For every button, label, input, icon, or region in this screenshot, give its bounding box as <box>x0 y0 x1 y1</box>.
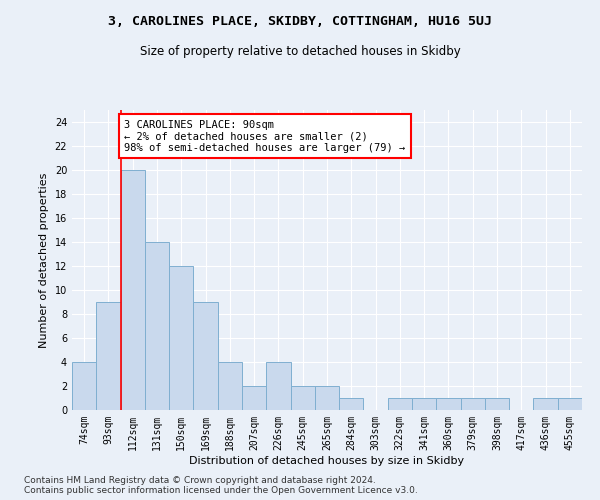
Bar <box>121 170 145 410</box>
Bar <box>266 362 290 410</box>
Bar <box>218 362 242 410</box>
Bar <box>558 398 582 410</box>
Bar <box>436 398 461 410</box>
Bar <box>412 398 436 410</box>
Text: 3, CAROLINES PLACE, SKIDBY, COTTINGHAM, HU16 5UJ: 3, CAROLINES PLACE, SKIDBY, COTTINGHAM, … <box>108 15 492 28</box>
Text: 3 CAROLINES PLACE: 90sqm
← 2% of detached houses are smaller (2)
98% of semi-det: 3 CAROLINES PLACE: 90sqm ← 2% of detache… <box>124 120 406 153</box>
Bar <box>145 242 169 410</box>
Bar <box>193 302 218 410</box>
Bar <box>388 398 412 410</box>
Bar <box>242 386 266 410</box>
Bar <box>96 302 121 410</box>
Bar <box>485 398 509 410</box>
Bar <box>72 362 96 410</box>
Y-axis label: Number of detached properties: Number of detached properties <box>39 172 49 348</box>
Bar <box>339 398 364 410</box>
Bar <box>315 386 339 410</box>
Text: Contains HM Land Registry data © Crown copyright and database right 2024.
Contai: Contains HM Land Registry data © Crown c… <box>24 476 418 495</box>
Text: Size of property relative to detached houses in Skidby: Size of property relative to detached ho… <box>140 45 460 58</box>
Bar <box>290 386 315 410</box>
Bar <box>533 398 558 410</box>
X-axis label: Distribution of detached houses by size in Skidby: Distribution of detached houses by size … <box>190 456 464 466</box>
Bar <box>169 266 193 410</box>
Bar <box>461 398 485 410</box>
